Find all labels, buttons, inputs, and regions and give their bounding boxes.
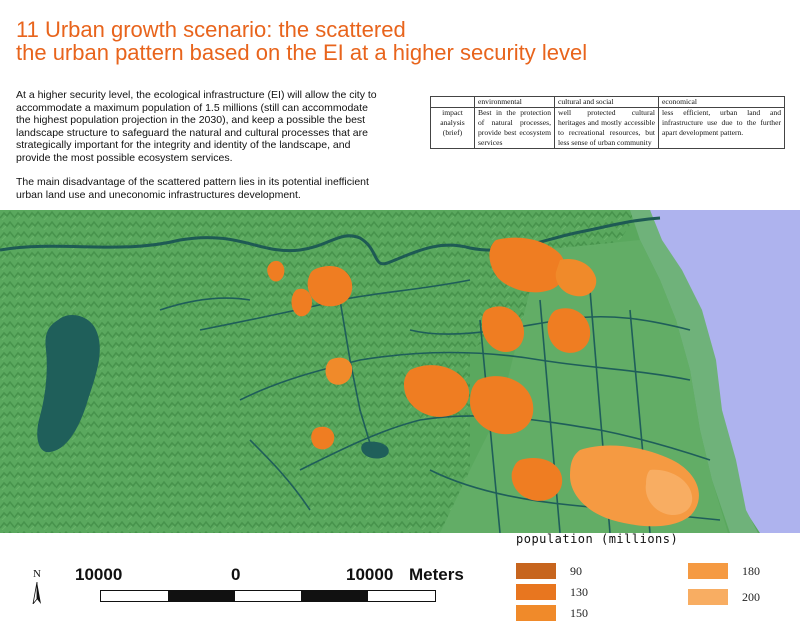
impact-table: environmental cultural and social econom… [430,96,785,149]
impact-cell-economical: less efficient, urban land and infrastru… [658,107,785,149]
impact-cell-environmental: Best in the protection of natural proces… [474,107,555,149]
scale-bar-segment [368,591,435,601]
urban-patches [267,237,699,527]
scenario-map [0,210,800,533]
impact-table-row: impact analysis (brief) Best in the prot… [430,107,785,149]
legend-swatch [688,563,728,579]
legend-item: 150 [516,605,588,621]
page-title: 11 Urban growth scenario: the scattered … [16,18,587,64]
title-line-2: the urban pattern based on the EI at a h… [16,40,588,65]
impact-cell-cultural: well protected cultural heritages and mo… [554,107,659,149]
scale-bar-segment [234,591,302,601]
scale-left-label: 10000 [75,565,123,584]
big-lake [37,315,100,453]
legend-item: 200 [688,589,760,605]
main-river [0,216,661,266]
legend-item: 90 [516,563,582,579]
legend-item: 130 [516,584,588,600]
scale-center-label: 0 [231,565,241,584]
impact-table-header-cultural: cultural and social [554,96,659,108]
scale-bar [100,590,436,602]
small-lake [361,441,389,459]
intro-text: At a higher security level, the ecologic… [16,89,378,213]
legend-label: 180 [742,563,760,578]
scale-unit-label: Meters [409,565,464,584]
impact-table-header-blank [430,96,475,108]
title-line-1: 11 Urban growth scenario: the scattered [16,17,406,42]
impact-table-row-header: impact analysis (brief) [430,107,475,149]
legend-label: 200 [742,589,760,604]
legend-title: population (millions) [516,532,679,546]
sea [650,210,800,533]
intro-paragraph-2: The main disadvantage of the scattered p… [16,176,369,201]
legend-label: 150 [570,605,588,620]
legend-swatch [516,605,556,621]
legend-swatch [516,563,556,579]
legend-swatch [516,584,556,600]
scale-right-label: 10000 [346,565,394,584]
impact-table-header-environmental: environmental [474,96,555,108]
impact-table-header-economical: economical [658,96,785,108]
scale-bar-segment [167,591,235,601]
scale-bar-segment [101,591,168,601]
legend-item: 180 [688,563,760,579]
legend-label: 130 [570,584,588,599]
north-arrow-icon [32,582,41,604]
north-label: N [33,568,41,580]
intro-paragraph-1: At a higher security level, the ecologic… [16,89,377,164]
coastal-band [630,210,758,533]
legend-swatch [688,589,728,605]
legend-label: 90 [570,563,582,578]
impact-table-header-row: environmental cultural and social econom… [430,96,785,108]
scenario-map-svg [0,210,800,533]
scale-bar-segment [301,591,369,601]
